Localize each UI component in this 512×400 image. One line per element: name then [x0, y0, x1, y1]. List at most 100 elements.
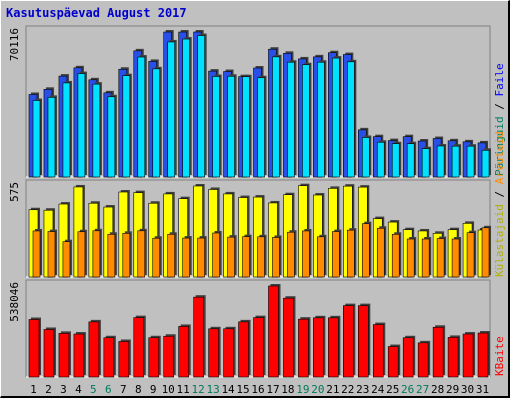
- day-label-29: 29: [446, 383, 459, 396]
- files-bar-3: [62, 82, 71, 178]
- kbytes-bar-4: [73, 333, 85, 378]
- hits-files-label-part-3: Faile: [493, 63, 506, 96]
- files-bar-21: [332, 57, 340, 178]
- kbytes-bar-25: [387, 346, 399, 378]
- kbytes-bar-12: [193, 296, 204, 378]
- visits-bar-22: [347, 229, 355, 278]
- hits-files-label-part-2: /: [493, 97, 506, 117]
- day-label-22: 22: [341, 383, 354, 396]
- day-label-4: 4: [75, 383, 82, 396]
- files-bar-5: [92, 83, 101, 178]
- day-label-12: 12: [192, 383, 205, 396]
- pages-visits-label-part-1: Külastajaid: [493, 204, 506, 277]
- files-bar-25: [391, 143, 400, 178]
- day-label-10: 10: [162, 383, 175, 396]
- day-label-13: 13: [206, 383, 219, 396]
- day-label-14: 14: [221, 383, 235, 396]
- kbytes-bar-5: [88, 321, 100, 378]
- kbytes-bar-13: [208, 328, 219, 378]
- visits-bar-30: [466, 232, 475, 278]
- visits-bar-29: [451, 238, 460, 278]
- kbytes-bar-2: [43, 329, 55, 378]
- ymax-label-3: 538046: [8, 282, 21, 322]
- files-bar-13: [212, 76, 220, 178]
- files-bar-31: [481, 150, 490, 178]
- kbytes-bar-11: [178, 326, 189, 378]
- files-bar-8: [137, 56, 146, 178]
- files-bar-14: [227, 75, 235, 178]
- day-label-6: 6: [105, 383, 112, 396]
- files-bar-23: [361, 137, 370, 178]
- visits-bar-13: [212, 232, 220, 278]
- day-label-28: 28: [431, 383, 444, 396]
- files-bar-30: [466, 145, 475, 178]
- kbytes-bar-19: [298, 318, 309, 378]
- kbytes-bar-23: [357, 305, 369, 378]
- day-label-20: 20: [311, 383, 324, 396]
- files-bar-4: [77, 73, 86, 178]
- files-bar-6: [107, 96, 116, 178]
- kbytes-bar-24: [372, 324, 384, 378]
- files-bar-16: [257, 77, 265, 178]
- visits-bar-21: [332, 231, 340, 278]
- day-label-23: 23: [356, 383, 369, 396]
- hits-files-label: Päringuid / Faile: [493, 63, 506, 176]
- day-label-9: 9: [150, 383, 157, 396]
- day-label-30: 30: [461, 383, 474, 396]
- visits-bar-3: [62, 241, 71, 278]
- visits-bar-20: [317, 236, 325, 278]
- kbytes-bar-3: [58, 333, 70, 378]
- kbytes-bar-7: [118, 341, 130, 378]
- files-bar-17: [272, 56, 280, 178]
- files-bar-15: [242, 76, 250, 178]
- kbytes-bar-1: [28, 319, 40, 378]
- visits-bar-16: [257, 236, 265, 278]
- visits-bar-8: [137, 230, 146, 278]
- visits-bar-10: [167, 233, 176, 278]
- visits-bar-31: [481, 227, 490, 278]
- files-bar-1: [32, 100, 41, 178]
- day-label-21: 21: [326, 383, 339, 396]
- kbytes-bar-29: [447, 337, 459, 378]
- day-label-18: 18: [281, 383, 294, 396]
- day-label-26: 26: [401, 383, 414, 396]
- day-label-16: 16: [251, 383, 264, 396]
- kbytes-bar-20: [313, 317, 324, 378]
- pages-visits-label-part-2: /: [493, 184, 506, 204]
- kbytes-bar-21: [328, 317, 339, 378]
- kbytes-bar-8: [133, 317, 145, 378]
- kbytes-bar-28: [432, 326, 444, 378]
- visits-bar-15: [242, 236, 250, 278]
- day-label-1: 1: [30, 383, 37, 396]
- files-bar-27: [421, 148, 430, 178]
- visits-bar-18: [287, 231, 295, 278]
- files-bar-9: [152, 68, 161, 178]
- day-label-11: 11: [177, 383, 190, 396]
- kbytes-bar-16: [253, 317, 264, 378]
- day-label-8: 8: [135, 383, 142, 396]
- files-bar-19: [302, 64, 310, 178]
- chart-title: Kasutuspäevad August 2017: [6, 6, 187, 20]
- visits-bar-26: [406, 238, 415, 278]
- kbytes-bar-17: [268, 285, 279, 378]
- kbytes-bar-30: [462, 333, 474, 378]
- kbytes-label: KBaite: [493, 336, 506, 376]
- visits-bar-5: [92, 230, 101, 278]
- visits-bar-19: [302, 230, 310, 278]
- visits-bar-9: [152, 237, 161, 278]
- kbytes-bar-27: [417, 342, 429, 378]
- ymax-label-1: 70116: [8, 28, 21, 61]
- kbytes-bar-18: [283, 297, 294, 378]
- files-bar-7: [122, 75, 131, 178]
- day-label-31: 31: [476, 383, 489, 396]
- day-label-3: 3: [60, 383, 67, 396]
- visits-bar-23: [361, 223, 370, 278]
- files-bar-24: [376, 141, 385, 178]
- kbytes-bar-14: [223, 328, 234, 378]
- kbytes-bar-26: [402, 337, 414, 378]
- day-label-15: 15: [236, 383, 249, 396]
- day-label-25: 25: [386, 383, 399, 396]
- files-bar-11: [182, 38, 190, 178]
- pages-visits-label-part-3: Arvuteid: [493, 131, 506, 184]
